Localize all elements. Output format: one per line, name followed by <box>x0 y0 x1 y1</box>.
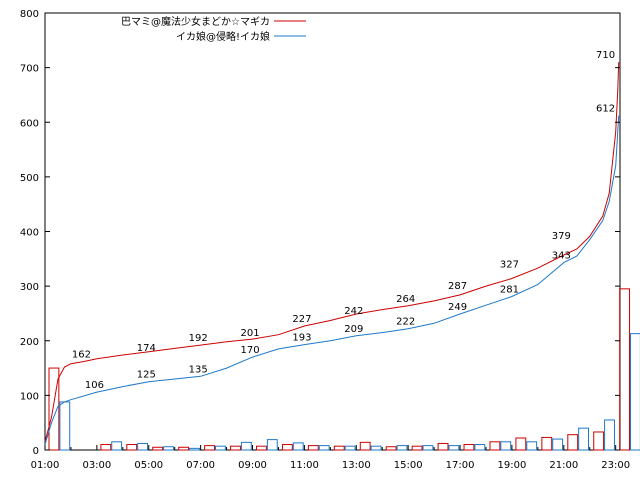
plot-frame <box>44 12 621 451</box>
bar-1 <box>126 444 138 451</box>
bar-2 <box>578 427 590 451</box>
data-label-series-1: 192 <box>189 333 208 344</box>
y-tick-label: 600 <box>20 118 39 129</box>
bar-2 <box>474 444 486 451</box>
bar-2 <box>448 445 460 451</box>
bar-1 <box>281 444 293 451</box>
bar-2 <box>240 441 252 451</box>
bar-1 <box>619 288 631 451</box>
y-tick-label: 700 <box>20 64 39 75</box>
data-label-series-1: 379 <box>552 231 571 242</box>
x-tick-label: 21:00 <box>549 460 578 471</box>
series-line-1 <box>44 62 620 442</box>
bar-1 <box>541 436 553 451</box>
line-group <box>44 62 620 445</box>
data-label-series-1: 227 <box>292 314 311 325</box>
x-tick-label: 23:00 <box>601 460 630 471</box>
bar-1 <box>489 441 501 451</box>
bar-1 <box>515 437 527 451</box>
data-label-series-2: 106 <box>85 380 104 391</box>
bar-1 <box>230 445 241 451</box>
bar-2 <box>59 401 71 451</box>
bar-2 <box>526 441 538 451</box>
bar-2 <box>292 442 304 451</box>
bar-1 <box>307 445 319 451</box>
data-label-series-1: 174 <box>137 343 156 354</box>
bar-2 <box>163 446 174 451</box>
bar-2 <box>630 333 640 451</box>
bar-1 <box>593 431 605 451</box>
bar-1 <box>411 445 423 451</box>
series-line-2 <box>44 115 620 445</box>
x-tick-label: 19:00 <box>498 460 527 471</box>
bar-2 <box>422 445 434 451</box>
bar-1 <box>567 434 579 451</box>
bar-2 <box>500 441 512 451</box>
data-label-series-1: 264 <box>396 294 415 305</box>
axis-ticks: 0 100 200 300 400 500 600 700 800 01:00 03:00 05:00… <box>20 9 630 471</box>
y-tick-label: 0 <box>33 446 39 457</box>
bar-2 <box>604 419 615 451</box>
y-tick-label: 100 <box>20 391 39 402</box>
x-tick-label: 05:00 <box>134 460 163 471</box>
x-tick-label: 13:00 <box>342 460 371 471</box>
y-tick-label: 800 <box>20 9 39 20</box>
data-label-series-1: 201 <box>241 328 260 339</box>
y-tick-label: 200 <box>20 337 39 348</box>
legend-label-series-1: 巴マミ@魔法少女まどか☆マギカ <box>121 15 270 28</box>
data-label-series-2: 125 <box>137 370 156 381</box>
bar-2 <box>344 445 356 451</box>
x-tick-label: 03:00 <box>82 460 111 471</box>
data-label-series-2: 170 <box>241 345 260 356</box>
bar-2 <box>266 439 278 451</box>
data-label-series-1: 710 <box>596 50 615 61</box>
y-tick-label: 500 <box>20 173 39 184</box>
bar-2 <box>189 447 200 451</box>
legend-label-series-2: イカ娘@侵略!イカ娘 <box>176 30 270 43</box>
bar-1 <box>100 444 112 451</box>
data-label-series-2: 281 <box>500 285 519 296</box>
bar-1 <box>333 445 345 451</box>
x-tick-label: 17:00 <box>446 460 475 471</box>
data-label-series-2: 193 <box>292 333 311 344</box>
x-tick-label: 09:00 <box>238 460 267 471</box>
data-label-series-2: 612 <box>596 104 615 115</box>
bar-1 <box>463 444 475 451</box>
bar-2 <box>370 445 382 451</box>
bar-2 <box>318 445 330 451</box>
bar-1 <box>152 446 164 451</box>
bar-1 <box>437 442 449 451</box>
data-label-series-2: 222 <box>396 317 415 328</box>
x-tick-label: 11:00 <box>290 460 319 471</box>
data-label-series-2: 343 <box>552 251 571 262</box>
bar-2 <box>396 445 408 451</box>
x-tick-label: 01:00 <box>31 460 60 471</box>
x-tick-label: 07:00 <box>186 460 215 471</box>
bar-1 <box>48 367 60 451</box>
data-label-series-2: 249 <box>448 302 467 313</box>
bar-2 <box>214 445 226 451</box>
data-label-series-2: 209 <box>344 324 363 335</box>
bar-2 <box>552 438 564 451</box>
bar-1 <box>256 445 267 451</box>
data-label-series-2: 135 <box>189 364 208 375</box>
bar-2 <box>137 442 149 451</box>
x-tick-label: 15:00 <box>394 460 423 471</box>
data-label-series-1: 327 <box>500 259 519 270</box>
bar-1 <box>204 445 215 451</box>
bar-1 <box>359 441 371 451</box>
bar-2 <box>111 441 123 451</box>
data-label-group: 162 174 192 201 227 242 264 287 327 379 710 106 125 1… <box>72 50 615 391</box>
bar-group <box>48 288 640 451</box>
data-label-series-1: 242 <box>344 306 363 317</box>
bar-1 <box>385 446 397 451</box>
bar-1 <box>178 446 190 451</box>
legend: 巴マミ@魔法少女まどか☆マギカ イカ娘@侵略!イカ娘 <box>121 15 306 43</box>
y-tick-label: 300 <box>20 282 39 293</box>
y-tick-label: 400 <box>20 228 39 239</box>
data-label-series-1: 162 <box>72 350 91 361</box>
data-label-series-1: 287 <box>448 281 467 292</box>
